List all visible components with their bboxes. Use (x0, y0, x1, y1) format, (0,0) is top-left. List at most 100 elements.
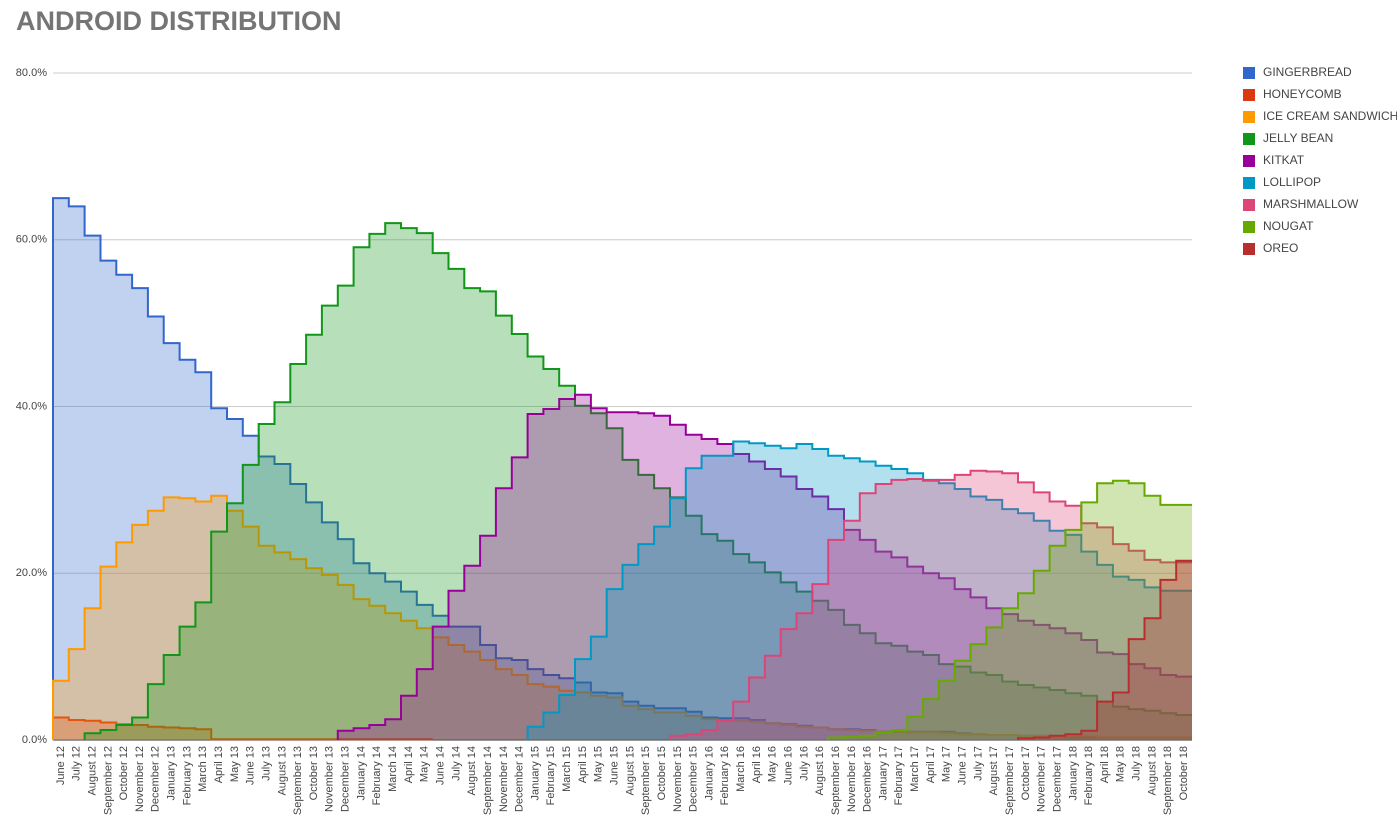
x-tick-label: October 15 (656, 746, 668, 800)
x-tick-label: April 15 (577, 746, 589, 783)
y-tick-label: 60.0% (16, 234, 47, 246)
x-tick-label: July 13 (260, 746, 272, 781)
x-tick-label: November 14 (498, 746, 510, 812)
x-tick-label: March 17 (909, 746, 921, 792)
series-area (337, 394, 1192, 740)
x-tick-label: February 16 (719, 746, 731, 805)
series-line (1017, 559, 1192, 740)
x-tick-label: March 14 (387, 746, 399, 792)
legend-swatch (1243, 177, 1255, 189)
x-tick-label: August 18 (1146, 746, 1158, 796)
x-tick-label: July 12 (71, 746, 83, 781)
y-tick-label: 80.0% (16, 67, 47, 79)
x-tick-label: October 12 (118, 746, 130, 800)
series-area (1018, 560, 1192, 740)
series-area (84, 223, 1193, 741)
x-tick-label: August 13 (276, 746, 288, 796)
x-tick-label: February 15 (545, 746, 557, 805)
x-tick-label: July 16 (798, 746, 810, 781)
series-line (52, 716, 433, 741)
x-tick-label: June 14 (434, 746, 446, 785)
x-tick-label: May 14 (419, 746, 431, 782)
x-tick-label: September 14 (482, 746, 494, 815)
series-area (527, 441, 1192, 740)
x-tick-label: May 17 (941, 746, 953, 782)
x-tick-label: August 16 (814, 746, 826, 796)
x-tick-label: December 17 (1051, 746, 1063, 812)
series-line (52, 197, 1192, 740)
x-tick-label: July 18 (1131, 746, 1143, 781)
x-tick-label: November 15 (672, 746, 684, 812)
legend-label: ICE CREAM SANDWICH (1263, 109, 1397, 123)
x-tick-label: April 13 (213, 746, 225, 783)
x-tick-label: September 13 (292, 746, 304, 815)
series-line (669, 469, 1192, 740)
x-tick-label: August 15 (624, 746, 636, 796)
x-tick-label: November 16 (846, 746, 858, 812)
series-area (828, 480, 1192, 740)
legend-swatch (1243, 243, 1255, 255)
legend-swatch (1243, 221, 1255, 233)
legend-swatch (1243, 133, 1255, 145)
legend-label: OREO (1263, 241, 1298, 255)
chart-title: ANDROID DISTRIBUTION (16, 6, 342, 36)
x-tick-label: November 13 (324, 746, 336, 812)
x-tick-label: June 15 (608, 746, 620, 785)
series-line (336, 393, 1192, 740)
legend-swatch (1243, 67, 1255, 79)
legend-label: KITKAT (1263, 153, 1305, 167)
x-tick-label: July 17 (972, 746, 984, 781)
x-tick-label: March 13 (197, 746, 209, 792)
y-tick-label: 0.0% (22, 734, 47, 746)
x-tick-label: September 15 (640, 746, 652, 815)
legend-label: GINGERBREAD (1263, 65, 1352, 79)
x-tick-label: February 18 (1083, 746, 1095, 805)
x-tick-label: November 17 (1036, 746, 1048, 812)
x-tick-label: March 16 (735, 746, 747, 792)
x-tick-label: December 14 (514, 746, 526, 812)
x-tick-label: August 14 (466, 746, 478, 796)
x-tick-label: December 13 (340, 746, 352, 812)
series-area (53, 495, 1192, 740)
legend-swatch (1243, 89, 1255, 101)
legend-label: LOLLIPOP (1263, 175, 1321, 189)
legend-label: JELLY BEAN (1263, 131, 1333, 145)
x-tick-label: August 12 (86, 746, 98, 796)
x-tick-label: January 18 (1067, 746, 1079, 800)
x-tick-label: January 17 (877, 746, 889, 800)
x-tick-label: October 18 (1178, 746, 1190, 800)
x-tick-label: November 12 (134, 746, 146, 812)
x-tick-label: December 16 (862, 746, 874, 812)
legend-label: MARSHMALLOW (1263, 197, 1359, 211)
x-tick-label: October 17 (1020, 746, 1032, 800)
legend-label: HONEYCOMB (1263, 87, 1342, 101)
y-tick-label: 20.0% (16, 567, 47, 579)
x-tick-label: May 15 (593, 746, 605, 782)
x-tick-label: April 14 (403, 746, 415, 783)
series-area (53, 198, 1192, 741)
x-tick-label: January 16 (703, 746, 715, 800)
x-tick-label: January 13 (166, 746, 178, 800)
x-tick-label: January 14 (355, 746, 367, 800)
legend-label: NOUGAT (1263, 219, 1314, 233)
x-tick-label: October 13 (308, 746, 320, 800)
series-area (670, 470, 1192, 740)
x-tick-label: September 12 (102, 746, 114, 815)
x-tick-label: December 15 (688, 746, 700, 812)
x-tick-label: February 17 (893, 746, 905, 805)
x-tick-label: June 17 (957, 746, 969, 785)
x-tick-label: June 13 (245, 746, 257, 785)
series-line (83, 222, 1192, 740)
x-tick-label: February 14 (371, 746, 383, 805)
x-tick-label: March 15 (561, 746, 573, 792)
x-tick-label: September 18 (1162, 746, 1174, 815)
series-line (526, 440, 1192, 740)
x-tick-label: July 14 (450, 746, 462, 781)
x-tick-label: May 13 (229, 746, 241, 782)
x-tick-label: August 17 (988, 746, 1000, 796)
x-tick-label: September 16 (830, 746, 842, 815)
x-tick-label: September 17 (1004, 746, 1016, 815)
legend-swatch (1243, 199, 1255, 211)
x-tick-label: February 13 (181, 746, 193, 805)
